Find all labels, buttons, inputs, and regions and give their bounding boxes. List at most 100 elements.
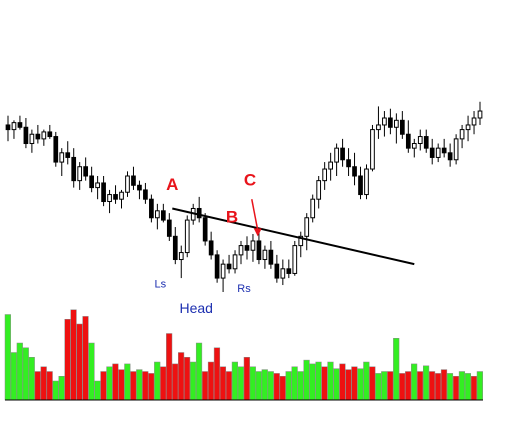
candle bbox=[310, 194, 316, 223]
volume-bar bbox=[369, 366, 376, 401]
candle bbox=[107, 189, 112, 214]
volume-bar bbox=[100, 371, 107, 401]
candle bbox=[292, 240, 298, 276]
candle-body-up bbox=[59, 152, 65, 163]
candle bbox=[83, 157, 89, 181]
candle bbox=[131, 166, 136, 190]
volume-bar bbox=[458, 371, 466, 401]
candle bbox=[166, 213, 172, 241]
volume-bar bbox=[476, 371, 483, 401]
annotation-c: C bbox=[244, 170, 256, 189]
arrow-shaft bbox=[251, 199, 259, 231]
volume-bar bbox=[124, 363, 131, 401]
candle bbox=[172, 227, 178, 265]
volume-bar bbox=[219, 366, 227, 401]
candle bbox=[125, 171, 130, 197]
candle bbox=[405, 120, 411, 153]
candle-body-up bbox=[178, 252, 184, 261]
candle bbox=[214, 250, 220, 283]
candle-body-down bbox=[423, 136, 429, 149]
volume-bar bbox=[94, 380, 101, 401]
candle bbox=[119, 189, 124, 209]
candle-body-up bbox=[155, 210, 160, 219]
candle bbox=[232, 250, 238, 274]
candle bbox=[370, 124, 375, 172]
candle bbox=[441, 138, 447, 158]
candle bbox=[382, 111, 387, 137]
candle bbox=[280, 259, 286, 286]
candle-body-down bbox=[83, 166, 89, 177]
volume-bar bbox=[64, 319, 71, 401]
candle-body-down bbox=[35, 133, 41, 140]
candle bbox=[226, 254, 232, 274]
annotation-labels: A BC Ls Head Rs bbox=[155, 170, 257, 316]
volume-bar bbox=[464, 373, 472, 401]
candle-body-up bbox=[417, 136, 423, 145]
volume-bar bbox=[470, 376, 477, 401]
volume-bar bbox=[231, 361, 238, 401]
volume-bar bbox=[411, 363, 418, 401]
candle bbox=[429, 138, 435, 165]
candle-body-up bbox=[95, 182, 100, 189]
candle bbox=[388, 108, 393, 135]
volume-bar bbox=[207, 361, 215, 401]
volume-bar bbox=[243, 357, 250, 401]
candle-body-up bbox=[262, 249, 268, 261]
annotation-head: Head bbox=[179, 300, 212, 316]
candle-body-up bbox=[334, 147, 339, 163]
candle bbox=[274, 254, 280, 283]
volume-bar bbox=[315, 361, 322, 401]
candle-body-down bbox=[113, 194, 118, 200]
candle-body-up bbox=[280, 268, 286, 279]
volume-bar bbox=[34, 371, 41, 401]
annotation-rs: Rs bbox=[237, 283, 251, 295]
candle bbox=[471, 111, 477, 135]
candle-body-up bbox=[292, 245, 298, 274]
candle bbox=[322, 162, 328, 190]
candle-body-up bbox=[304, 217, 310, 237]
candle-body-down bbox=[346, 159, 351, 168]
volume-bar bbox=[136, 369, 143, 401]
candle-body-down bbox=[17, 122, 23, 128]
candle-body-down bbox=[399, 119, 405, 135]
candle-body-up bbox=[370, 129, 375, 170]
candle bbox=[244, 236, 250, 260]
volume-bar bbox=[195, 342, 203, 401]
candle-body-down bbox=[5, 124, 11, 131]
candle bbox=[89, 166, 94, 193]
volume-bar bbox=[255, 371, 262, 401]
volume-bar bbox=[434, 373, 442, 401]
volume-bar bbox=[28, 357, 35, 401]
candle-body-down bbox=[143, 189, 148, 200]
volume-bar bbox=[399, 373, 406, 401]
volume-bar bbox=[363, 361, 370, 401]
candle bbox=[376, 106, 381, 139]
volume-bar bbox=[375, 373, 382, 401]
candle bbox=[238, 240, 244, 265]
volume-bar bbox=[16, 342, 23, 401]
candle-body-down bbox=[47, 131, 53, 138]
volume-bar bbox=[154, 361, 161, 401]
candle-body-down bbox=[226, 263, 232, 270]
candle bbox=[256, 231, 262, 265]
volume-bar bbox=[267, 371, 274, 401]
volume-bar bbox=[160, 366, 167, 401]
candle bbox=[95, 176, 100, 200]
candle-body-down bbox=[208, 240, 214, 256]
candle-body-down bbox=[214, 254, 220, 279]
candle-body-up bbox=[382, 117, 387, 126]
volume-bar bbox=[291, 366, 298, 401]
volume-bar bbox=[70, 309, 77, 401]
candle-body-down bbox=[268, 249, 274, 265]
volume-bar bbox=[46, 371, 53, 401]
candle-body-up bbox=[220, 263, 226, 279]
candle bbox=[316, 176, 322, 209]
candle-body-down bbox=[441, 147, 447, 154]
candle bbox=[220, 259, 226, 292]
annotation-b: B bbox=[226, 207, 238, 226]
volume-bar bbox=[273, 373, 280, 401]
volume-bar bbox=[351, 366, 358, 401]
candle bbox=[364, 164, 369, 200]
candle-body-down bbox=[166, 219, 172, 237]
candle-body-down bbox=[172, 235, 178, 261]
